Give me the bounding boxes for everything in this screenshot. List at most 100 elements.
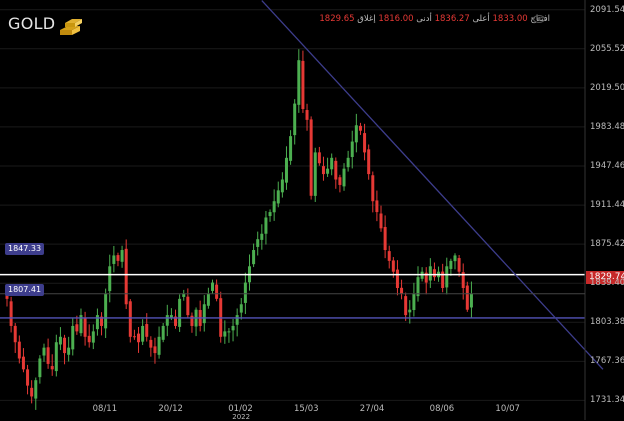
candle <box>128 299 132 343</box>
date-tick-label: 08/06 <box>429 404 455 414</box>
candle <box>182 289 186 301</box>
candle <box>116 252 120 267</box>
price-tick-label: 1983.48 <box>590 121 624 132</box>
candle-body <box>100 316 104 326</box>
candle <box>350 130 354 169</box>
candle-body <box>145 324 149 337</box>
candle <box>260 224 264 250</box>
candle-body <box>149 339 153 348</box>
candle-body <box>284 157 288 183</box>
candle-body <box>215 284 219 299</box>
candle <box>280 172 284 198</box>
candle-body <box>309 119 313 196</box>
candle <box>231 318 235 342</box>
candle-body <box>21 356 25 370</box>
candle <box>432 262 436 281</box>
level-label-1847[interactable]: 1847.33 <box>5 243 45 255</box>
candle <box>457 255 461 277</box>
candle <box>13 322 17 353</box>
candle <box>42 343 46 362</box>
candle-body <box>120 250 124 262</box>
high-value: 1836.27 <box>434 14 470 24</box>
candle <box>227 328 231 343</box>
candle-body <box>161 325 165 340</box>
candle <box>449 258 453 276</box>
candle <box>63 334 67 365</box>
candle-body <box>412 293 416 311</box>
close-label: إغلاق <box>357 14 376 24</box>
candle-body <box>67 347 71 355</box>
candle-body <box>112 255 116 264</box>
candle <box>416 266 420 302</box>
candle <box>404 292 408 321</box>
candle-body <box>75 324 79 332</box>
candle-body <box>317 152 321 164</box>
price-tick-label: 2091.54 <box>590 4 624 15</box>
candle-body <box>71 325 75 350</box>
candle <box>371 171 375 213</box>
candle-body <box>211 282 214 291</box>
candle <box>367 144 371 180</box>
candle <box>46 338 50 369</box>
candle-body <box>79 315 83 334</box>
candle-body <box>124 248 128 305</box>
candle-body <box>461 272 465 288</box>
candle-body <box>428 266 432 281</box>
candle <box>194 307 198 337</box>
candle <box>342 163 346 191</box>
candle-body <box>334 160 338 180</box>
candle <box>252 243 256 268</box>
chart-grid <box>0 9 585 401</box>
candle-body <box>186 296 190 316</box>
candle-body <box>141 325 145 342</box>
candle-body <box>83 318 87 337</box>
level-label-1807[interactable]: 1807.41 <box>5 284 45 296</box>
candle-body <box>104 293 108 329</box>
candle <box>67 336 71 362</box>
candle <box>186 288 190 319</box>
high-label: أعلى <box>472 14 490 24</box>
candle <box>289 130 293 165</box>
candle <box>387 245 391 269</box>
candle <box>112 245 116 273</box>
candle <box>108 254 112 303</box>
gold-bars-icon <box>60 19 82 35</box>
candle <box>206 287 210 309</box>
candle-body <box>54 342 58 372</box>
date-tick-label: 20/12 <box>158 404 183 414</box>
candle <box>153 337 157 364</box>
date-tick-label: 01/02 <box>228 404 253 414</box>
horizontal-levels[interactable] <box>0 273 585 319</box>
candle <box>309 116 313 200</box>
candle <box>137 326 141 353</box>
candle-body <box>445 266 449 288</box>
candle-body <box>342 168 346 187</box>
candle-body <box>17 341 21 359</box>
candle-body <box>50 366 54 370</box>
candle-body <box>400 287 404 294</box>
price-tick-label: 1947.46 <box>590 161 624 171</box>
candle <box>284 146 288 190</box>
open-value: 1833.00 <box>492 14 528 24</box>
candle-body <box>416 277 420 297</box>
candle-body <box>453 255 457 262</box>
candle <box>363 123 367 161</box>
candle-body <box>375 200 379 213</box>
candle <box>17 335 21 364</box>
candle-body <box>38 358 42 378</box>
candle <box>174 309 178 329</box>
candle <box>219 291 223 343</box>
candle <box>326 157 330 177</box>
candle-body <box>354 125 358 143</box>
candle-body <box>424 272 428 283</box>
candle-body <box>13 325 17 343</box>
eye-icon[interactable] <box>533 14 545 24</box>
candle-body <box>87 335 91 343</box>
descending-trendline[interactable] <box>261 0 604 370</box>
candle-body <box>395 269 399 288</box>
candle-body <box>465 285 469 310</box>
candlestick-series <box>5 49 473 410</box>
candle <box>465 281 469 312</box>
candle <box>87 324 91 348</box>
